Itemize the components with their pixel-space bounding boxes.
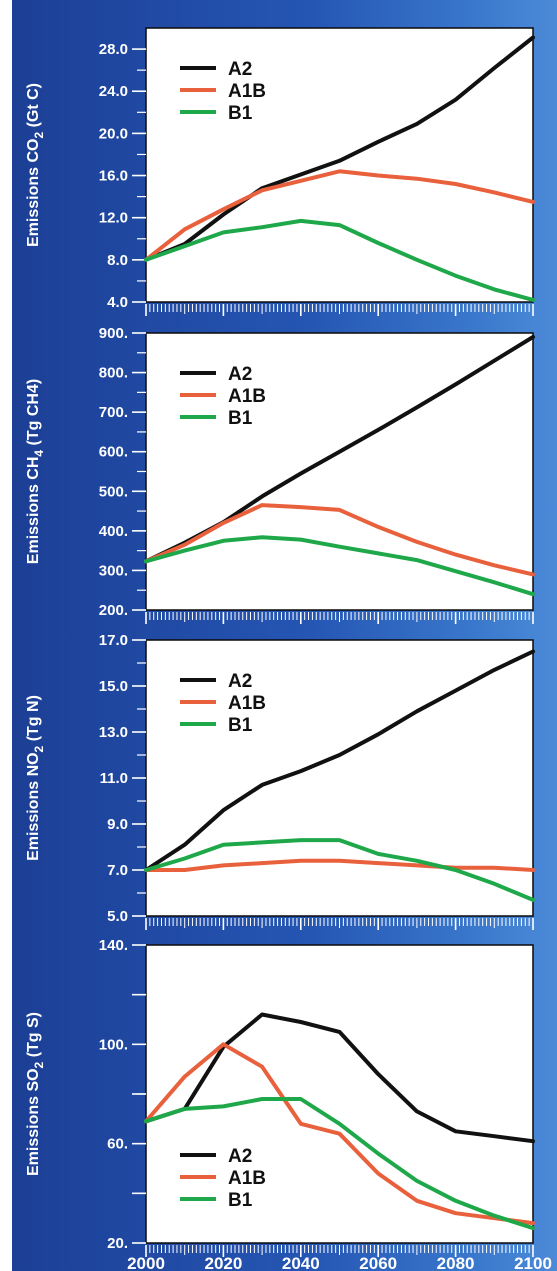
legend-label-b1: B1: [228, 1190, 253, 1211]
x-minor-ticks: [145, 304, 534, 316]
series-line-a2: [144, 1012, 535, 1144]
y-tick-label: 60.: [107, 1136, 128, 1153]
y-axis-label-subscript: 2: [32, 1061, 46, 1068]
y-tick-label: 17.0: [99, 632, 128, 649]
y-tick-label: 20.: [107, 1235, 128, 1252]
series-line-a2: [144, 35, 535, 262]
legend-label-a1b: A1B: [228, 386, 266, 407]
series-line-a1b: [144, 1042, 535, 1226]
plot-area: [145, 27, 534, 303]
y-tick-label: 600.: [99, 444, 128, 461]
x-tick-label: 2080: [437, 1254, 475, 1271]
legend-label-a1b: A1B: [228, 1168, 266, 1189]
x-tick-label: 2060: [359, 1254, 397, 1271]
plot-area: [145, 332, 534, 611]
legend-label-a2: A2: [228, 1146, 252, 1167]
legend-label-a1b: A1B: [228, 81, 266, 102]
series-line-b1: [144, 1097, 535, 1231]
y-tick-label: 20.0: [99, 125, 128, 142]
x-minor-ticks: [145, 918, 534, 930]
x-tick-label: 2000: [127, 1254, 165, 1271]
y-tick-label: 5.0: [107, 908, 128, 925]
x-tick-label: 2100: [514, 1254, 552, 1271]
panel-3: 5.0 7.0 9.0 11.0 13.0 15.0 17.0 Emissions NO2 (…: [25, 632, 535, 930]
legend-label-a2: A2: [228, 59, 252, 80]
y-axis-label-main: Emissions NO: [25, 752, 42, 860]
y-axis-label-unit: (Tg CH4): [25, 379, 42, 450]
y-axis-label-subscript: 4: [32, 450, 46, 457]
panel-2: 200. 300. 400. 500. 600. 700. 800. 900. Emission…: [25, 325, 535, 624]
y-axis-label-unit: (Tg S): [25, 1012, 42, 1062]
series-line-b1: [144, 218, 535, 302]
y-tick-label: 24.0: [99, 83, 128, 100]
y-axis-label-subscript: 2: [32, 132, 46, 139]
y-tick-label: 700.: [99, 404, 128, 421]
x-minor-ticks: [145, 1245, 534, 1257]
y-axis-label: Emissions CO2 (Gt C): [25, 83, 46, 247]
y-tick-label: 300.: [99, 562, 128, 579]
y-tick-label: 200.: [99, 602, 128, 619]
series-line-b1: [144, 838, 535, 902]
legend-label-b1: B1: [228, 715, 253, 736]
series-line-b1: [144, 535, 535, 597]
panel-1: 4.0 8.0 12.0 16.0 20.0 24.0 28.0 Emissions CO2 …: [25, 27, 535, 316]
y-tick-label: 28.0: [99, 41, 128, 58]
y-tick-label: 400.: [99, 523, 128, 540]
y-tick-label: 12.0: [99, 210, 128, 227]
y-axis-label-main: Emissions CH: [25, 457, 42, 565]
y-axis-label-unit: (Tg N): [25, 695, 42, 746]
x-minor-ticks: [145, 612, 534, 624]
y-axis-label-main: Emissions CO: [25, 139, 42, 247]
y-tick-label: 7.0: [107, 862, 128, 879]
y-tick-label: 11.0: [100, 770, 128, 787]
y-axis-label: Emissions NO2 (Tg N): [25, 695, 46, 861]
series-line-a1b: [144, 858, 535, 872]
y-tick-label: 900.: [99, 325, 128, 342]
y-tick-label: 16.0: [99, 168, 128, 185]
y-tick-label: 100.: [99, 1036, 128, 1053]
x-tick-label: 2040: [282, 1254, 320, 1271]
plot-area: [145, 639, 534, 917]
y-tick-label: 8.0: [107, 252, 128, 269]
y-tick-label: 4.0: [107, 294, 128, 311]
legend-label-b1: B1: [228, 103, 253, 124]
plot-area: [145, 944, 534, 1244]
y-axis-label-main: Emissions SO: [25, 1068, 42, 1176]
x-tick-label: 2020: [204, 1254, 242, 1271]
series-line-a2: [144, 649, 535, 872]
legend-label-a2: A2: [228, 364, 252, 385]
y-tick-label: 9.0: [107, 816, 128, 833]
y-tick-label: 13.0: [99, 724, 128, 741]
y-axis-label-subscript: 2: [32, 745, 46, 752]
y-tick-label: 140.: [99, 937, 128, 954]
legend-label-a2: A2: [228, 671, 252, 692]
y-axis-label-unit: (Gt C): [25, 83, 42, 132]
panel-4: 20. 60. 100. 140. Emissions SO2 (Tg S) A2A1BB…: [25, 937, 535, 1257]
y-tick-label: 15.0: [99, 678, 128, 695]
series-line-a1b: [144, 503, 535, 577]
y-axis-label: Emissions CH4 (Tg CH4): [25, 379, 46, 564]
legend-label-b1: B1: [228, 408, 253, 429]
legend-label-a1b: A1B: [228, 693, 266, 714]
series-line-a1b: [144, 169, 535, 262]
y-axis-label: Emissions SO2 (Tg S): [25, 1012, 46, 1176]
y-tick-label: 500.: [99, 483, 128, 500]
y-tick-label: 800.: [99, 365, 128, 382]
